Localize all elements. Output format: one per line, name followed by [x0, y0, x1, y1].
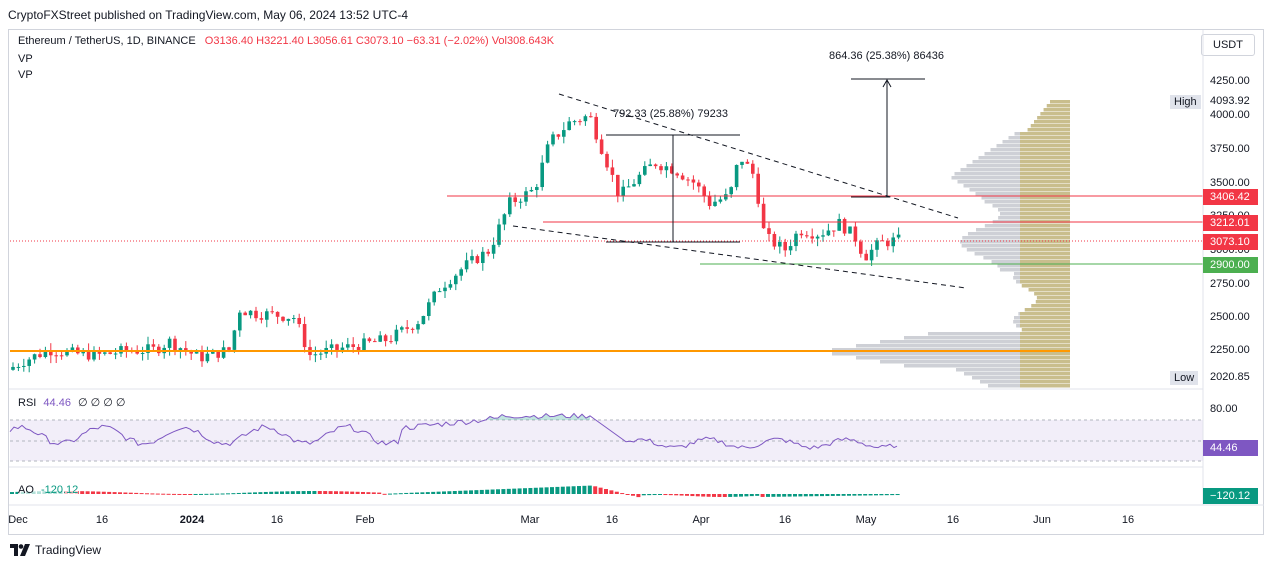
x-tick: Jun	[1033, 514, 1051, 526]
y-tick: 2750.00	[1210, 278, 1250, 290]
tradingview-logo-icon	[10, 544, 30, 556]
change-value: −63.31 (−2.02%)	[406, 35, 489, 47]
rsi-value-tag: 44.46	[1203, 440, 1258, 456]
low-tag: Low	[1170, 371, 1199, 385]
x-tick: May	[855, 514, 877, 526]
volume-value: Vol308.643K	[491, 35, 555, 47]
y-tick: 4000.00	[1210, 109, 1250, 121]
x-tick: Mar	[520, 514, 540, 526]
rsi-axis-tick: 80.00	[1210, 403, 1238, 415]
rsi-extra: ∅ ∅ ∅ ∅	[78, 397, 126, 409]
ao-value-tag: −120.12	[1203, 488, 1258, 504]
x-tick: 16	[270, 514, 284, 526]
high-value-label: 4093.92	[1210, 95, 1250, 107]
y-tick: 3500.00	[1210, 177, 1250, 189]
chart-frame[interactable]	[8, 29, 1264, 535]
x-tick: Feb	[355, 514, 375, 526]
symbol-title[interactable]: Ethereum / TetherUS, 1D, BINANCE	[18, 35, 196, 47]
x-tick: 2024	[179, 514, 205, 526]
high-tag: High	[1170, 95, 1201, 109]
ao-legend[interactable]: AO -120.12	[18, 484, 79, 496]
indicator-vp-1[interactable]: VP	[18, 53, 33, 65]
measure-top-label: 864.36 (25.38%) 86436	[829, 50, 944, 62]
currency-button[interactable]: USDT	[1201, 34, 1255, 56]
rsi-value: 44.46	[43, 397, 71, 409]
ao-title: AO	[18, 484, 34, 496]
rsi-title: RSI	[18, 397, 37, 409]
high-value: H3221.40	[256, 35, 304, 47]
y-tick: 4250.00	[1210, 75, 1250, 87]
x-tick: 16	[95, 514, 109, 526]
low-value-label: 2020.85	[1210, 371, 1250, 383]
tradingview-brand[interactable]: TradingView	[10, 543, 101, 557]
symbol-legend: Ethereum / TetherUS, 1D, BINANCE O3136.4…	[18, 35, 554, 47]
support-label: 2900.00	[1203, 257, 1258, 273]
indicator-vp-2[interactable]: VP	[18, 69, 33, 81]
x-tick: 16	[946, 514, 960, 526]
x-tick: Dec	[8, 514, 28, 526]
y-tick: 2250.00	[1210, 344, 1250, 356]
open-value: O3136.40	[204, 35, 254, 47]
ao-value: -120.12	[40, 484, 79, 496]
y-tick: 2500.00	[1210, 311, 1250, 323]
x-tick: Apr	[692, 514, 710, 526]
y-tick: 3750.00	[1210, 143, 1250, 155]
x-tick: 16	[1121, 514, 1135, 526]
x-tick: 16	[605, 514, 619, 526]
brand-name: TradingView	[35, 543, 102, 557]
x-tick: 16	[778, 514, 792, 526]
rsi-legend[interactable]: RSI 44.46 ∅ ∅ ∅ ∅	[18, 396, 126, 409]
close-value: C3073.10	[355, 35, 404, 47]
resistance-upper-label: 3406.42	[1203, 189, 1258, 205]
low-value: L3056.61	[306, 35, 353, 47]
publisher-line: CryptoFXStreet published on TradingView.…	[8, 8, 408, 22]
resistance-lower-label: 3212.01	[1203, 215, 1258, 231]
last-price-label: 3073.10	[1203, 234, 1258, 250]
measure-left-label: 792.33 (25.88%) 79233	[613, 108, 728, 120]
